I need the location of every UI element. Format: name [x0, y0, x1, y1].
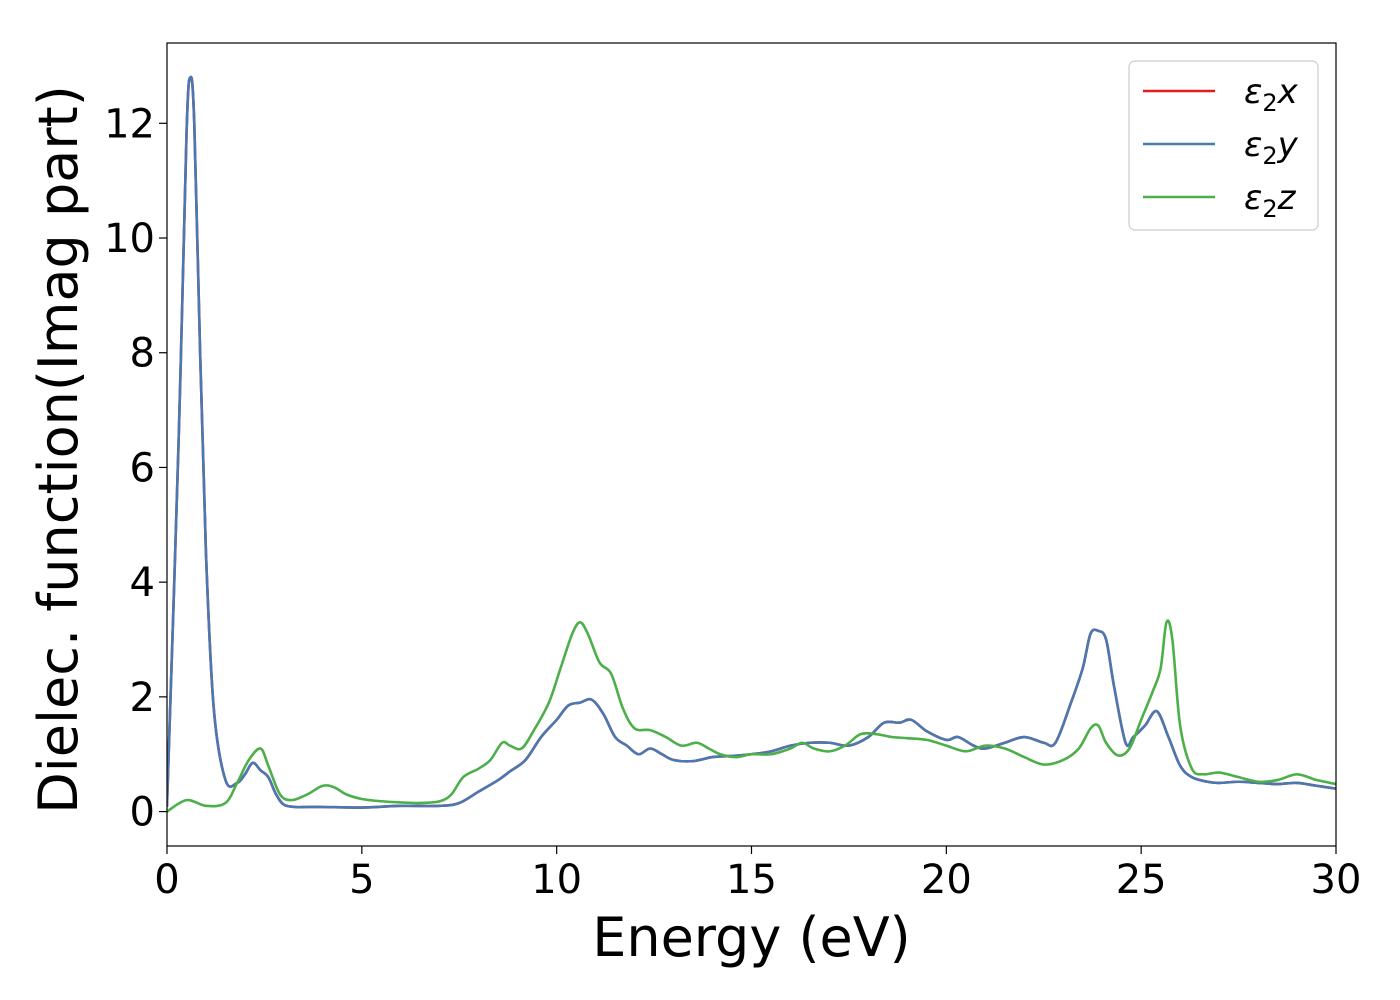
y-tick-label: 12 [104, 101, 155, 147]
y-tick-label: 8 [130, 331, 155, 377]
x-tick-label: 30 [1311, 857, 1362, 903]
x-tick-label: 10 [531, 857, 582, 903]
legend-label-x: ε2x [1244, 72, 1299, 117]
y-tick-label: 10 [104, 216, 155, 262]
legend-label-z: ε2z [1244, 178, 1297, 223]
legend-label-y: ε2y [1244, 125, 1299, 170]
x-tick-label: 20 [921, 857, 972, 903]
series-layer [167, 75, 1336, 813]
y-tick-label: 2 [130, 675, 155, 721]
x-tick-label: 0 [154, 857, 179, 903]
x-tick-label: 5 [349, 857, 374, 903]
series-line-y [167, 75, 1336, 809]
x-axis-ticks: 0 5 10 15 20 25 30 [154, 846, 1361, 903]
y-tick-label: 0 [130, 790, 155, 836]
x-axis-title: Energy (eV) [592, 906, 911, 969]
y-axis-ticks: 0 2 4 6 8 10 12 [104, 101, 167, 836]
x-tick-label: 15 [726, 857, 777, 903]
legend-box [1128, 60, 1319, 231]
series-line-z [167, 619, 1336, 813]
x-tick-label: 25 [1116, 857, 1167, 903]
y-tick-label: 6 [130, 445, 155, 491]
y-tick-label: 4 [130, 560, 155, 606]
legend: ε2x ε2y ε2z [1128, 60, 1319, 231]
y-axis-title: Dielec. function(Imag part) [27, 85, 90, 814]
